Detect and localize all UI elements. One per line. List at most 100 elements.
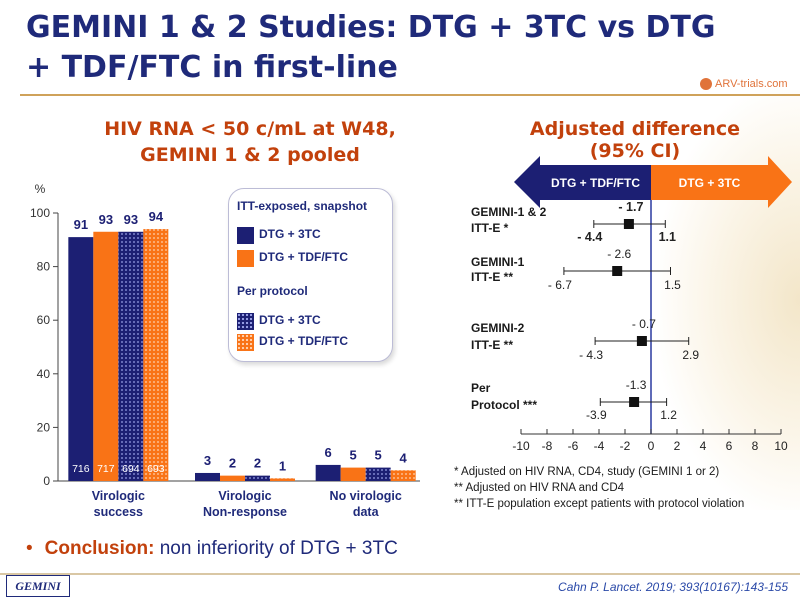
point-estimate-marker [636,336,647,346]
footnote-2: ** Adjusted on HIV RNA and CD4 [454,482,625,494]
estimate-label: -1.3 [626,378,647,392]
arrow-left-label: DTG + TDF/FTC [551,176,640,190]
y-axis-label: % [35,182,46,196]
estimate-label: - 1.7 [618,200,643,214]
n-value-label: 694 [122,463,140,475]
legend-heading-itt: ITT-exposed, snapshot [237,199,368,213]
point-estimate-marker [629,397,640,407]
upper-ci-label: 1.5 [664,278,681,292]
y-tick-label: 40 [37,367,51,381]
bar [245,475,270,481]
bullet-icon: • [26,538,33,559]
bar [365,467,391,481]
forest-plot-subtitle: Adjusted difference (95% CI) [529,118,741,162]
slide-title: GEMINI 1 & 2 Studies: DTG + 3TC vs DTG +… [26,10,716,85]
lower-ci-label: - 6.7 [548,278,572,292]
forest-row-label: ITT-E ** [471,338,513,352]
x-tick-label: -6 [568,439,579,453]
bar-value-label: 5 [375,448,382,463]
y-tick-label: 20 [37,420,51,434]
bar [68,237,94,481]
category-label: Non-response [203,505,287,519]
legend-label: DTG + TDF/FTC [259,250,348,264]
legend-item-pp-dtg-3tc: DTG + 3TC [237,313,321,331]
legend-swatch-dtg-tdf [237,250,254,267]
legend-swatch-dtg-3tc [237,227,254,244]
upper-ci-label: 2.9 [682,348,699,362]
x-tick-label: 6 [726,439,733,453]
legend-item-pp-dtg-tdf: DTG + TDF/FTC [237,334,348,352]
bar-value-label: 1 [279,458,286,473]
bar-value-label: 2 [229,456,236,471]
upper-ci-label: 1.1 [659,230,676,244]
footnote-1: * Adjusted on HIV RNA, CD4, study (GEMIN… [454,466,720,478]
category-label: data [353,505,380,519]
legend-label: DTG + 3TC [259,313,321,327]
forest-plot: DTG + TDF/FTC DTG + 3TC -10 -8 -6 -4 -2 0 2 4 6 8 10… [471,156,792,453]
n-value-label: 717 [97,463,115,475]
citation: Cahn P. Lancet. 2019; 393(10167):143-155 [558,580,788,594]
point-estimate-marker [623,219,634,229]
bar-value-label: 4 [400,450,408,465]
arrow-right-label: DTG + 3TC [679,176,741,190]
arrow-right-dtg-3tc [651,156,792,208]
conclusion: • Conclusion: non inferiority of DTG + 3T… [26,538,398,560]
conclusion-label: Conclusion: [44,538,155,559]
forest-row-label: ITT-E ** [471,270,513,284]
y-tick-label: 100 [30,206,50,220]
y-tick-label: 60 [37,313,51,327]
bar [118,231,144,481]
point-estimate-marker [612,266,623,276]
bar-chart-legend: ITT-exposed, snapshot DTG + 3TC DTG + TD… [228,188,393,362]
legend-label: DTG + TDF/FTC [259,334,348,348]
x-tick-label: 10 [774,439,788,453]
bar-value-label: 94 [149,209,164,224]
logo-icon [700,78,712,91]
conclusion-text: non inferiority of DTG + 3TC [154,538,398,559]
forest-row-label: Protocol *** [471,398,537,412]
x-tick-label: -2 [620,439,631,453]
brand-logo: ARV-trials.com [700,78,788,91]
bar [315,464,341,481]
legend-item-itt-dtg-3tc: DTG + 3TC [237,227,321,245]
bar [93,231,119,481]
legend-swatch-dtg-3tc-dotted [237,313,254,330]
bar-value-label: 93 [124,212,138,227]
bar-value-label: 91 [74,217,88,232]
bar [270,478,295,481]
bar [195,472,220,481]
study-tag: GEMINI [6,575,70,597]
y-tick-label: 0 [43,474,50,488]
bar-chart-subtitle-line2: GEMINI 1 & 2 pooled [140,144,360,166]
bar [143,229,169,481]
bar [340,467,366,481]
category-label: Virologic [218,489,271,503]
estimate-label: - 0.7 [632,317,656,331]
logo-text: ARV-trials.com [715,78,788,90]
lower-ci-label: - 4.3 [579,348,603,362]
lower-ci-label: -3.9 [586,408,607,422]
x-tick-label: -10 [512,439,530,453]
x-tick-label: -8 [542,439,553,453]
bar-value-label: 5 [350,448,357,463]
bar-value-label: 2 [254,456,261,471]
x-tick-label: 4 [700,439,707,453]
n-value-label: 693 [147,463,165,475]
bar-chart-subtitle-line1: HIV RNA < 50 c/mL at W48, [104,118,396,140]
forest-row-label: GEMINI-2 [471,321,525,335]
bar-value-label: 6 [325,445,332,460]
x-tick-label: 2 [674,439,681,453]
upper-ci-label: 1.2 [660,408,677,422]
background-glow [660,90,800,510]
legend-label: DTG + 3TC [259,227,321,241]
category-label: Virologic [92,489,145,503]
bar [220,475,245,481]
y-tick-label: 80 [37,260,51,274]
forest-row-label: GEMINI-1 [471,255,525,269]
arrow-left-dtg-tdf [514,156,651,208]
n-value-label: 716 [72,463,90,475]
title-divider [20,94,800,96]
forest-row-label: GEMINI-1 & 2 [471,205,547,219]
lower-ci-label: - 4.4 [577,230,602,244]
